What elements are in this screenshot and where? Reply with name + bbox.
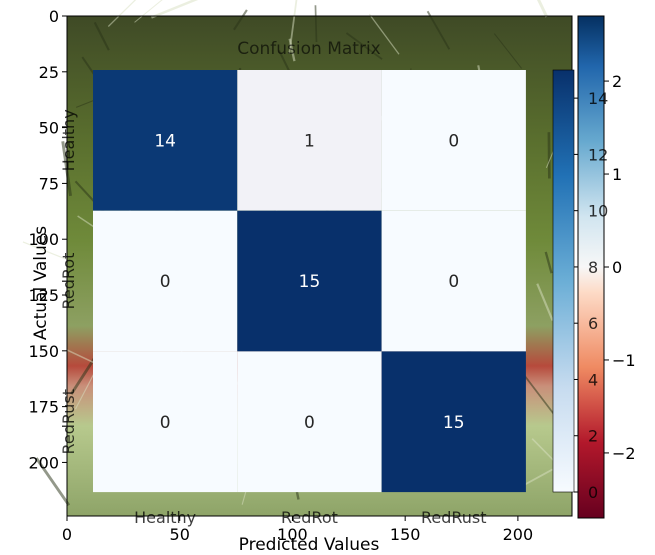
matrix-colorbar-tick-label: 12	[588, 145, 608, 164]
heatmap-cell-value: 14	[154, 131, 176, 151]
heatmap-cell	[237, 210, 382, 352]
confusion-matrix-axes: Confusion Matrix 14 1 00 15 00 0 15 Healthy Red…	[31, 39, 526, 555]
background-y-tick-label: 175	[28, 398, 59, 417]
matrix-y-tick-label: RedRot	[59, 253, 78, 310]
background-x-tick-label: 100	[277, 525, 308, 544]
heatmap-cell-value: 15	[443, 413, 465, 433]
heatmap-cell	[93, 70, 238, 211]
background-x-tick-label: 150	[390, 525, 421, 544]
heatmap-cell-labels: 14 1 0 0 15 0 0 0 15	[154, 131, 464, 432]
grass-blade	[493, 33, 523, 69]
heatmap-cell-value: 15	[299, 272, 321, 292]
grass-blade	[288, 0, 298, 54]
matrix-x-tick-label: Healthy	[134, 508, 196, 527]
background-y-tick-label: 50	[39, 119, 59, 138]
matrix-colorbar-tick-label: 2	[588, 427, 598, 446]
matrix-colorbar-tick-label: 6	[588, 314, 598, 333]
matrix-colorbar-tick-label: 8	[588, 258, 598, 277]
background-y-tick-label: 150	[28, 342, 59, 361]
heatmap-cell	[93, 210, 238, 352]
matrix-colorbar-tick-label: 10	[588, 202, 608, 221]
matrix-y-tick-label: Healthy	[59, 109, 78, 171]
grass-blade	[536, 283, 554, 322]
background-y-tick-label: 75	[39, 174, 59, 193]
heatmap-cell-value: 0	[160, 413, 171, 433]
grass-blade	[537, 0, 549, 18]
heatmap-cells	[93, 70, 526, 493]
background-colorbar-tick-label: −1	[612, 351, 636, 370]
background-y-tick-label: 100	[28, 230, 59, 249]
matrix-x-tick-label: RedRust	[421, 508, 487, 527]
grass-blade	[22, 241, 68, 261]
matrix-x-tick-labels: Healthy RedRot RedRust	[134, 508, 486, 527]
background-x-ticks: 0 50 100 150 200	[62, 516, 533, 544]
heatmap-cell-value: 1	[304, 131, 315, 151]
background-colorbar-tick-label: 0	[612, 258, 622, 277]
grass-blade	[544, 251, 553, 274]
heatmap-cell	[237, 351, 382, 493]
heatmap-cell	[237, 70, 382, 211]
matrix-colorbar-gradient	[552, 69, 575, 493]
background-x-tick-label: 200	[503, 525, 534, 544]
background-y-tick-label: 0	[49, 7, 59, 26]
matrix-colorbar-tick-label: 0	[588, 483, 598, 502]
matrix-colorbar-ticks: 0 2 4 6 8 10 12 14	[574, 89, 608, 502]
background-colorbar-tick-label: 2	[612, 72, 622, 91]
grass-blade	[368, 13, 400, 55]
grass-blade	[531, 438, 557, 464]
background-colorbar-gradient	[577, 15, 605, 519]
heatmap-cell	[93, 351, 238, 493]
grass-blade	[107, 0, 137, 27]
matrix-colorbar-tick-label: 14	[588, 89, 608, 108]
background-colorbar-tick-label: 1	[612, 165, 622, 184]
background-x-tick-label: 50	[170, 525, 190, 544]
heatmap-cell-value: 0	[304, 413, 315, 433]
y-axis-label: Actual Values	[31, 226, 51, 340]
chart-title: Confusion Matrix	[237, 39, 381, 59]
heatmap-cell-value: 0	[160, 272, 171, 292]
background-y-tick-label: 125	[28, 286, 59, 305]
matrix-x-tick-label: RedRot	[281, 508, 338, 527]
grass-blade	[35, 457, 71, 507]
background-y-tick-label: 200	[28, 453, 59, 472]
background-x-tick-label: 0	[62, 525, 72, 544]
grass-blade	[150, 0, 199, 19]
background-y-tick-label: 25	[39, 63, 59, 82]
heatmap-cell	[381, 210, 526, 352]
grass-blade	[93, 21, 110, 51]
background-colorbar-tick-label: −2	[612, 444, 636, 463]
background-colorbar-ticks: −2 −1 0 1 2	[604, 72, 636, 463]
matrix-y-tick-label: RedRust	[59, 389, 78, 455]
background-y-ticks: 0 25 50 75 100 125 150 175 200	[28, 7, 67, 472]
heatmap-cell-value: 0	[448, 272, 459, 292]
grass-blade	[233, 9, 248, 31]
heatmap-cell-value: 0	[448, 131, 459, 151]
matrix-y-tick-labels: Healthy RedRot RedRust	[59, 109, 78, 454]
matrix-colorbar: 0 2 4 6 8 10 12 14	[552, 69, 608, 502]
grass-blade	[314, 5, 318, 43]
grass-blade	[345, 32, 383, 60]
heatmap-cell	[381, 351, 526, 493]
grass-blade	[426, 10, 451, 50]
heatmap-cell	[381, 70, 526, 211]
matrix-colorbar-tick-label: 4	[588, 370, 598, 389]
x-axis-label: Predicted Values	[239, 535, 380, 555]
